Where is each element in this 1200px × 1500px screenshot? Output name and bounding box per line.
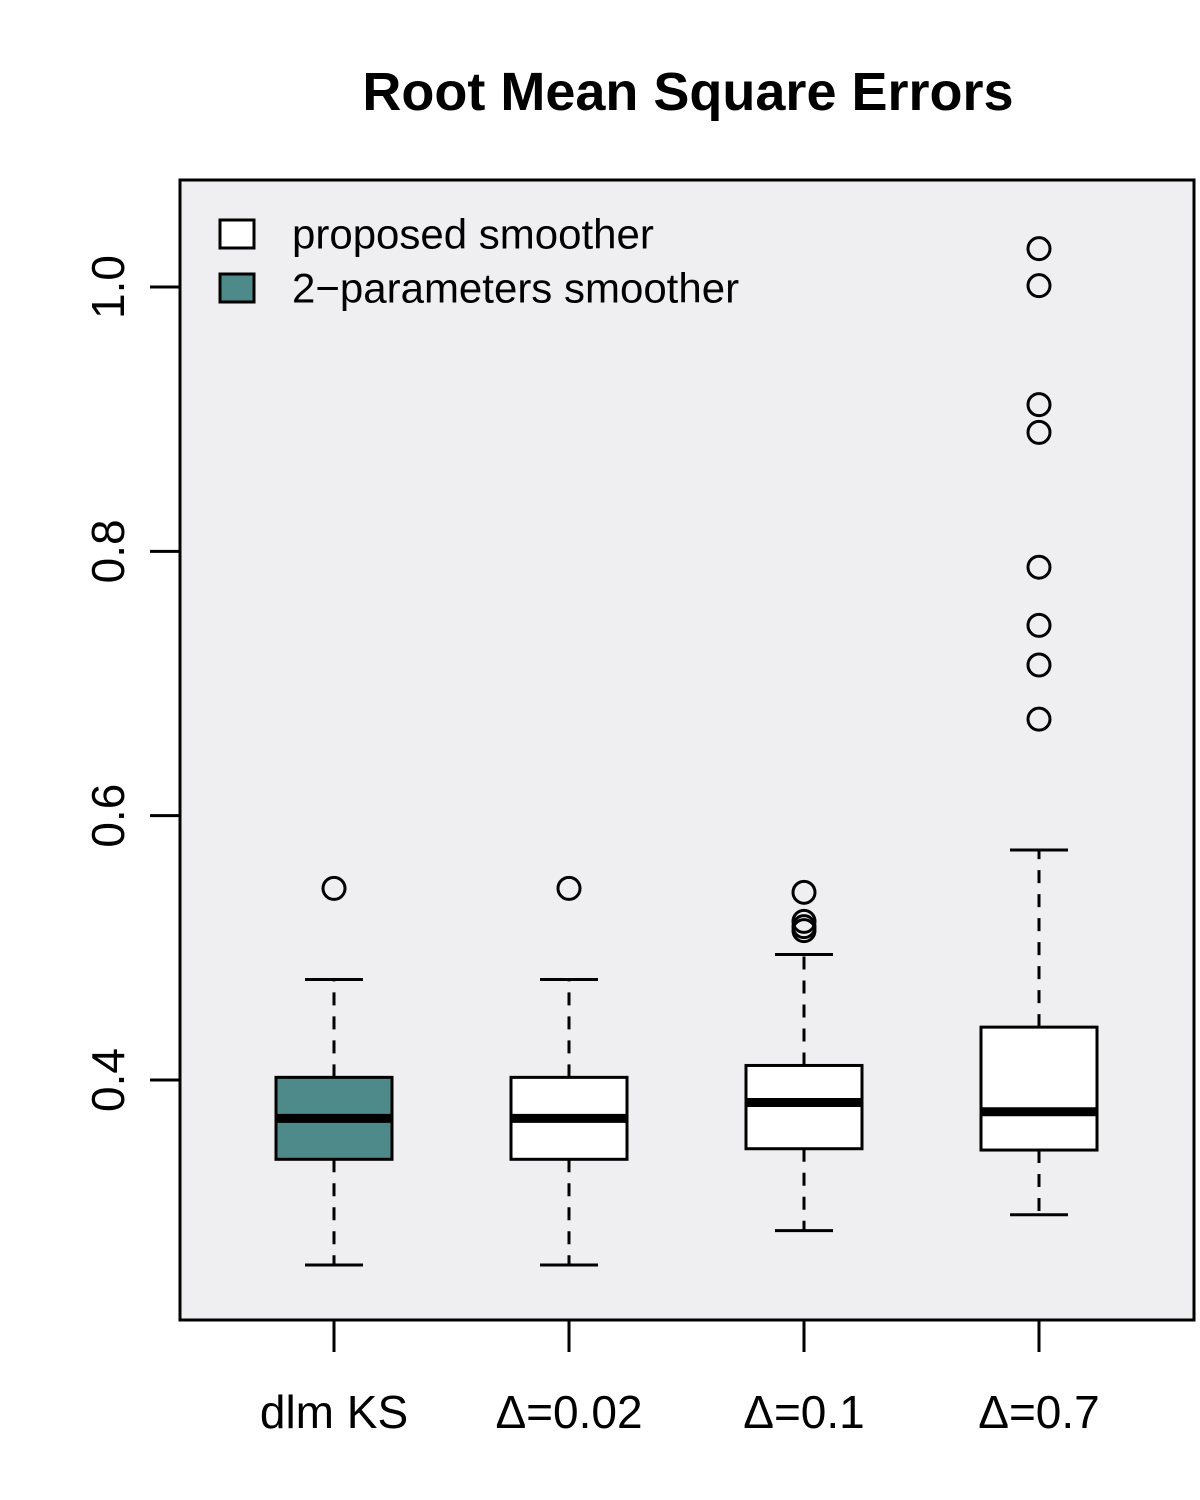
box-iqr — [979, 1025, 1099, 1152]
outlier-point — [1026, 554, 1052, 580]
legend-label: 2−parameters smoother — [292, 265, 739, 312]
chart-title: Root Mean Square Errors — [362, 62, 1013, 122]
boxes — [274, 236, 1099, 1267]
outlier-point — [556, 875, 582, 901]
x-tick-label: Δ=0.7 — [978, 1386, 1100, 1438]
outlier-point — [791, 879, 817, 905]
x-tick-label: dlm KS — [260, 1386, 408, 1438]
x-tick-label: Δ=0.1 — [743, 1386, 865, 1438]
box-3 — [744, 879, 864, 1233]
y-tick-label: 1.0 — [82, 255, 134, 319]
outlier-point — [321, 875, 347, 901]
box-4 — [979, 236, 1099, 1217]
legend-label: proposed smoother — [292, 211, 654, 258]
y-tick-label: 0.4 — [82, 1048, 134, 1112]
outlier-point — [1026, 392, 1052, 418]
outlier-point — [791, 908, 817, 934]
box-1 — [274, 875, 394, 1267]
outlier-point — [1026, 612, 1052, 638]
outlier-point — [1026, 273, 1052, 299]
box-iqr — [744, 1063, 864, 1151]
outlier-point — [1026, 652, 1052, 678]
x-tick-label: Δ=0.02 — [495, 1386, 642, 1438]
x-axis: dlm KS Δ=0.02 Δ=0.1 Δ=0.7 — [260, 1318, 1100, 1438]
y-tick-label: 0.6 — [82, 784, 134, 848]
outlier-point — [1026, 419, 1052, 445]
outlier-point — [1026, 706, 1052, 732]
box-2 — [509, 875, 629, 1267]
outlier-point — [1026, 236, 1052, 262]
legend-swatch — [218, 218, 256, 250]
y-tick-label: 0.8 — [82, 519, 134, 583]
legend: proposed smoother 2−parameters smoother — [218, 211, 739, 312]
y-axis: 0.4 0.6 0.8 1.0 — [82, 255, 182, 1112]
legend-swatch — [218, 272, 256, 304]
